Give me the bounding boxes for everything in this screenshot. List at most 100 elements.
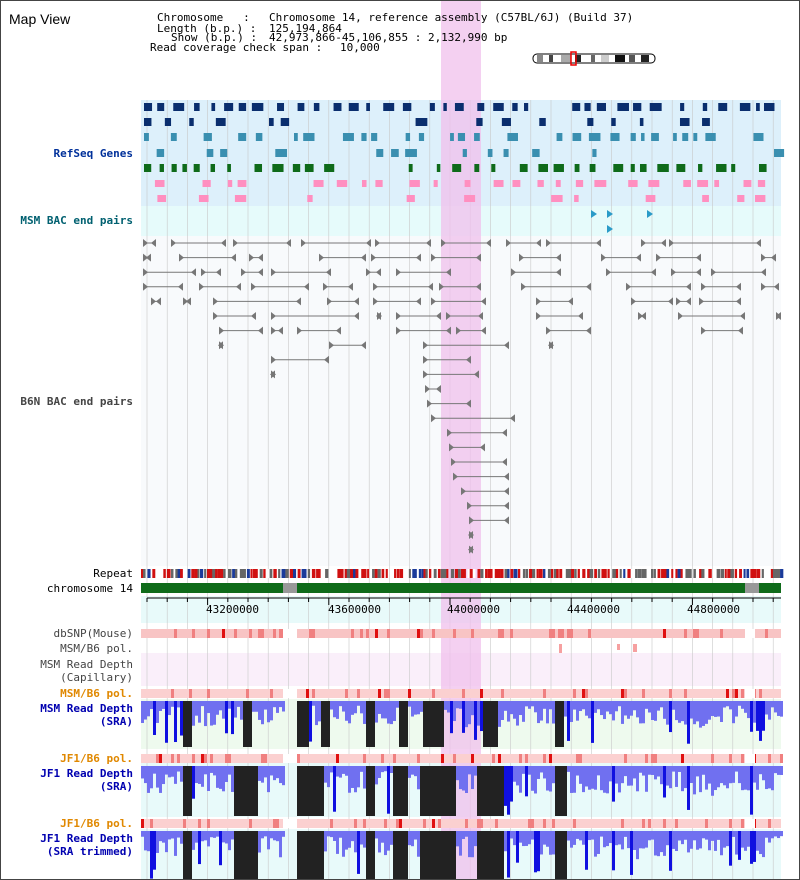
gene-feature (348, 103, 359, 111)
bac-end-marker (178, 282, 183, 291)
depth-bar (567, 766, 570, 772)
bac-end-marker (651, 268, 656, 277)
heat-cell (651, 754, 654, 763)
heat-cell (480, 689, 483, 698)
bac-end-marker (701, 282, 706, 291)
gene-feature (755, 195, 766, 202)
gene-feature (220, 149, 228, 157)
repeat-feature (644, 569, 648, 578)
bac-end-marker (641, 312, 646, 320)
depth-bar (453, 701, 456, 722)
depth-bar (339, 831, 342, 838)
depth-bar (297, 766, 300, 816)
depth-bar (537, 766, 540, 779)
depth-bar (627, 831, 630, 849)
repeat-feature (553, 569, 557, 578)
depth-bar (687, 766, 690, 810)
depth-bar (510, 701, 513, 715)
depth-bar (207, 701, 210, 714)
track-label-msm-capillary-1[interactable]: MSM Read Depth (40, 658, 133, 671)
bac-end-marker (586, 326, 591, 335)
track-label-b6n-bac[interactable]: B6N BAC end pairs (20, 395, 133, 408)
depth-bar (351, 831, 354, 842)
gene-feature (524, 103, 529, 111)
bac-end-marker (596, 239, 601, 247)
bac-end-marker (504, 516, 509, 525)
heat-cell (480, 819, 483, 828)
track-label-chromosome[interactable]: chromosome 14 (46, 582, 133, 595)
depth-bar (573, 701, 576, 710)
chromosome-value: Chromosome 14, reference assembly (C57BL… (269, 11, 634, 24)
gene-feature (702, 103, 708, 111)
track-label-jf1-trimmed-1[interactable]: JF1 Read Depth (40, 832, 133, 845)
depth-bar (207, 831, 210, 847)
depth-bar (495, 701, 498, 747)
depth-bar (198, 701, 201, 723)
depth-bar (690, 701, 693, 719)
gene-feature (405, 133, 411, 141)
track-label-msm-b6-pol-2[interactable]: MSM/B6 pol. (60, 687, 133, 700)
track-label-msm-b6-pol-1[interactable]: MSM/B6 pol. (60, 642, 133, 655)
heat-cell (669, 689, 672, 698)
repeat-feature (589, 569, 594, 578)
gene-feature (702, 118, 710, 126)
depth-bar (519, 766, 522, 793)
repeat-feature (699, 569, 702, 578)
bac-end-marker (270, 370, 275, 379)
depth-bar (369, 766, 372, 816)
heat-cell (159, 754, 162, 763)
depth-bar (768, 766, 771, 789)
depth-bar (702, 766, 705, 775)
gene-feature (753, 133, 764, 141)
depth-bar (552, 766, 555, 784)
gene-feature (408, 164, 413, 172)
depth-bar (381, 701, 384, 719)
depth-bar (393, 766, 396, 816)
repeat-feature (187, 569, 191, 578)
gene-feature (584, 103, 591, 111)
depth-bar (219, 766, 222, 789)
track-label-repeat[interactable]: Repeat (93, 567, 133, 580)
depth-bar (444, 766, 447, 816)
gene-feature (371, 133, 378, 141)
depth-bar (513, 766, 516, 782)
track-label-dbsnp[interactable]: dbSNP(Mouse) (53, 627, 133, 640)
depth-bar (243, 766, 246, 816)
bac-end-marker (329, 341, 334, 350)
track-label-refseq[interactable]: RefSeq Genes (53, 147, 133, 160)
track-label-jf1-pol-2[interactable]: JF1/B6 pol. (60, 817, 133, 830)
bac-end-marker (296, 297, 301, 306)
repeat-feature (259, 569, 263, 578)
depth-bar (576, 831, 579, 839)
gene-feature (234, 195, 247, 202)
depth-bar (270, 766, 273, 776)
heat-gap (283, 689, 297, 698)
depth-bar (369, 831, 372, 879)
depth-bar (645, 831, 648, 848)
depth-bar (411, 831, 414, 847)
depth-bar (735, 701, 738, 717)
track-label-msm-sra-1[interactable]: MSM Read Depth (40, 702, 133, 715)
gene-feature (194, 103, 200, 111)
gene-feature (251, 103, 264, 111)
depth-bar (633, 766, 636, 779)
track-label-msm-bac[interactable]: MSM BAC end pairs (20, 214, 133, 227)
repeat-feature (556, 569, 559, 578)
gene-feature (574, 164, 580, 172)
depth-bar (450, 766, 453, 816)
gene-feature (592, 149, 597, 157)
depth-bar (351, 766, 354, 788)
depth-bar (153, 766, 156, 774)
depth-bar (180, 831, 183, 844)
bac-end-marker (286, 239, 291, 247)
depth-bar (228, 831, 231, 851)
heat-cell (207, 689, 210, 698)
track-label-jf1-pol-1[interactable]: JF1/B6 pol. (60, 752, 133, 765)
depth-bar (171, 831, 174, 839)
chromosome-gap (283, 583, 297, 593)
depth-bar (336, 831, 339, 854)
bac-end-marker (548, 341, 553, 350)
track-label-jf1-sra-1[interactable]: JF1 Read Depth (40, 767, 133, 780)
heat-cell (585, 689, 588, 698)
